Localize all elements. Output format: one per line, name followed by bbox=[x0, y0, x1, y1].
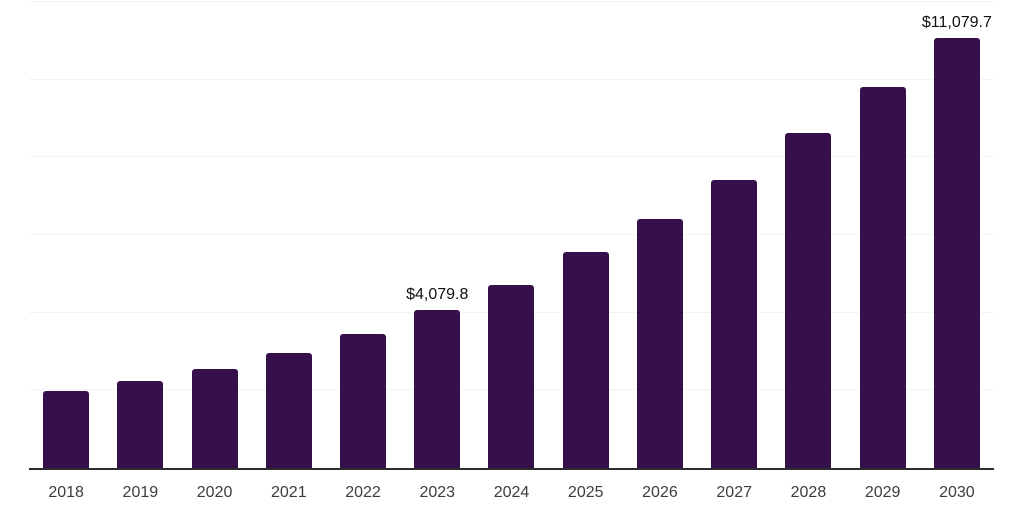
x-tick-label-2023: 2023 bbox=[419, 484, 456, 501]
bar-band-2028 bbox=[771, 2, 845, 468]
bar-2025 bbox=[562, 252, 609, 468]
bar-2027 bbox=[711, 179, 758, 468]
x-tick-label-2021: 2021 bbox=[271, 484, 307, 501]
x-tick-label-2022: 2022 bbox=[345, 484, 381, 501]
x-tick-label-2029: 2029 bbox=[864, 484, 901, 501]
x-tick-label-2024: 2024 bbox=[493, 484, 530, 501]
bar-band-2026 bbox=[623, 2, 697, 468]
x-tick-label-2019: 2019 bbox=[122, 484, 159, 501]
value-label-2030: $11,079.7 bbox=[921, 13, 992, 31]
x-tick-label-2028: 2028 bbox=[790, 484, 827, 501]
x-tick-label-2027: 2027 bbox=[716, 484, 752, 501]
bar-band-2027 bbox=[697, 2, 771, 468]
bar-2024 bbox=[488, 285, 535, 468]
gridline bbox=[29, 1, 994, 2]
gridline bbox=[29, 234, 994, 235]
plot-area: $4,079.8 $11,079.7 bbox=[29, 1, 994, 470]
bar-2029 bbox=[859, 87, 906, 468]
bar-2021 bbox=[265, 353, 312, 468]
bar-2023: $4,079.8 bbox=[406, 286, 468, 468]
x-tick-label-2018: 2018 bbox=[48, 484, 84, 501]
bar-band-2024 bbox=[474, 2, 548, 468]
bar-2026 bbox=[636, 218, 683, 468]
bar-band-2022 bbox=[326, 2, 400, 468]
value-label-2023: $4,079.8 bbox=[406, 285, 469, 303]
bar-band-2023: $4,079.8 bbox=[400, 2, 474, 468]
x-axis: 2018 2019 2020 2021 2022 2023 2024 2025 2026 2027… bbox=[29, 472, 994, 512]
bar-2028 bbox=[785, 132, 832, 468]
bar-band-2030: $11,079.7 bbox=[920, 2, 994, 468]
bar-band-2019 bbox=[103, 2, 177, 468]
bar-2020 bbox=[191, 368, 238, 468]
x-tick-label-2025: 2025 bbox=[567, 484, 604, 501]
bar-2030: $11,079.7 bbox=[922, 14, 992, 468]
gridline bbox=[29, 78, 994, 80]
bar-2022 bbox=[340, 334, 387, 468]
x-tick-label-2020: 2020 bbox=[196, 484, 233, 501]
bar-band-2021 bbox=[252, 2, 326, 468]
bar-band-2025 bbox=[549, 2, 623, 468]
bar-band-2029 bbox=[846, 2, 920, 468]
x-tick-label-2026: 2026 bbox=[642, 484, 678, 501]
bar-band-2018 bbox=[29, 2, 103, 468]
bar-band-2020 bbox=[177, 2, 251, 468]
gridline bbox=[29, 156, 994, 158]
x-tick-label-2030: 2030 bbox=[939, 484, 975, 501]
bar-2019 bbox=[117, 381, 164, 468]
bar-2018 bbox=[43, 391, 90, 468]
